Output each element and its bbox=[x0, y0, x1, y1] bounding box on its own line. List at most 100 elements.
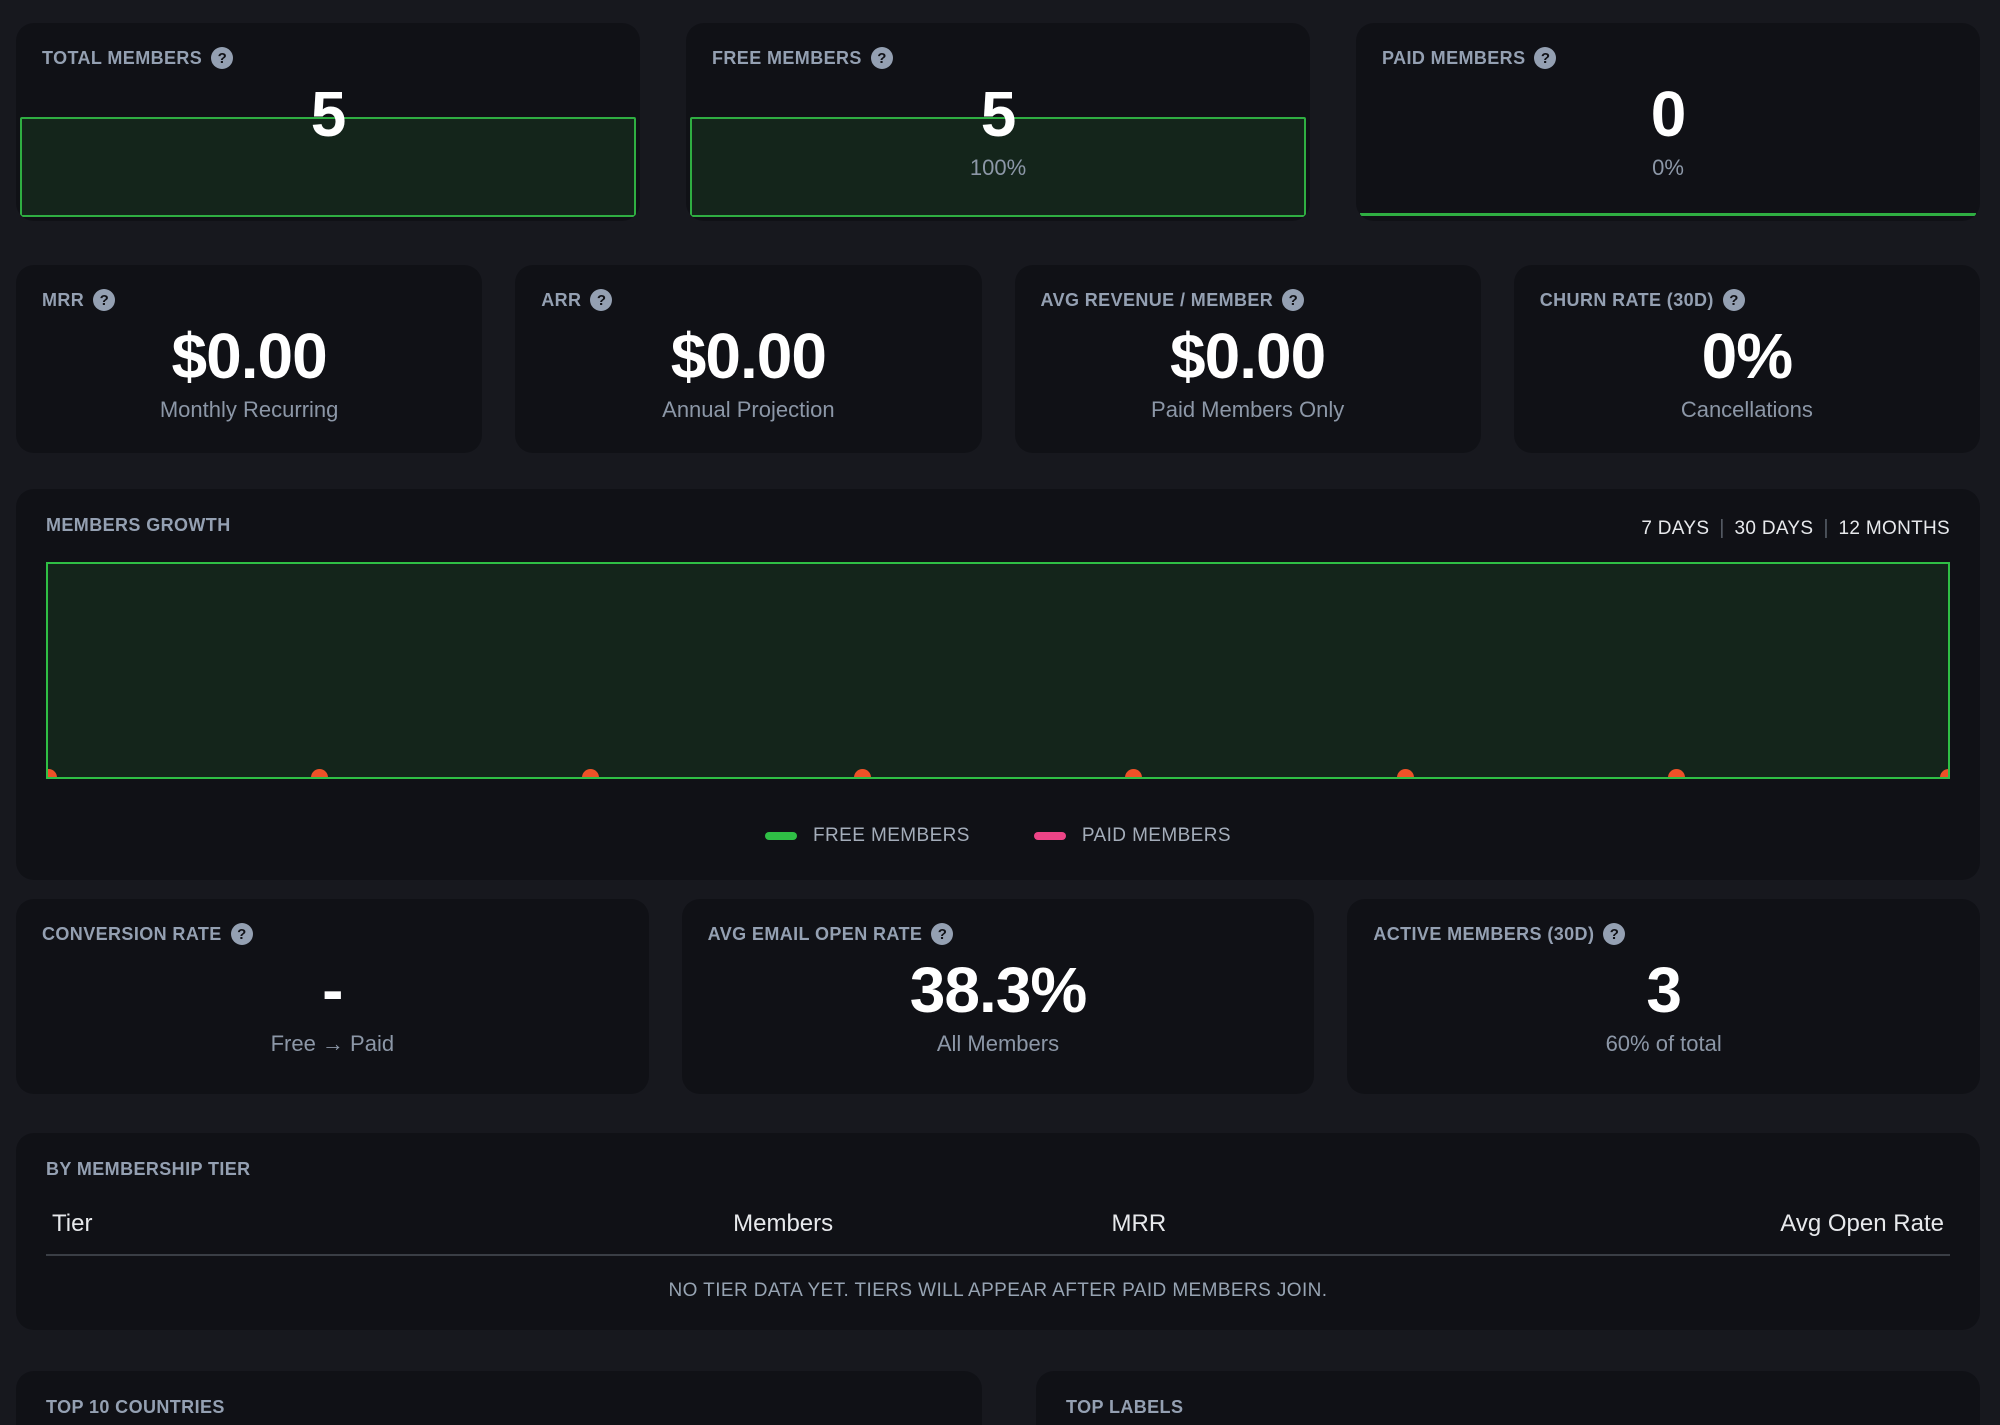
stat-label: MRR bbox=[42, 289, 85, 310]
column-header-avg-open-rate: Avg Open Rate bbox=[1780, 1210, 1944, 1237]
stat-label: TOTAL MEMBERS bbox=[42, 47, 203, 68]
help-icon[interactable]: ? bbox=[230, 923, 253, 945]
legend-item-free-members: FREE MEMBERS bbox=[765, 825, 970, 847]
help-icon[interactable]: ? bbox=[1282, 289, 1305, 311]
stat-card-avg-email-open-rate: AVG EMAIL OPEN RATE ? 38.3% All Members bbox=[681, 899, 1315, 1094]
stat-value: 0% bbox=[1701, 320, 1794, 392]
stat-label: AVG REVENUE / MEMBER bbox=[1040, 289, 1274, 310]
help-icon[interactable]: ? bbox=[1722, 289, 1745, 311]
stat-label: AVG EMAIL OPEN RATE bbox=[707, 923, 923, 944]
data-point-marker bbox=[1939, 769, 1948, 777]
help-icon[interactable]: ? bbox=[211, 47, 234, 69]
help-icon[interactable]: ? bbox=[1603, 923, 1626, 945]
growth-header: MEMBERS GROWTH 7 DAYS | 30 DAYS | 12 MON… bbox=[46, 515, 1950, 540]
stat-subtitle: 100% bbox=[969, 155, 1027, 181]
data-point-marker bbox=[1396, 769, 1414, 777]
stat-value: $0.00 bbox=[171, 320, 328, 392]
data-point-marker bbox=[1668, 769, 1686, 777]
tier-table-headers: Tier Members MRR Avg Open Rate bbox=[46, 1210, 1950, 1238]
legend-label: FREE MEMBERS bbox=[813, 825, 970, 846]
growth-area-chart[interactable] bbox=[46, 562, 1950, 779]
help-icon[interactable]: ? bbox=[590, 289, 613, 311]
bottom-panels: TOP 10 COUNTRIES TOP LABELS bbox=[16, 1371, 1980, 1425]
sparkline-area-chart bbox=[20, 117, 636, 217]
card-header: PAID MEMBERS ? bbox=[1382, 47, 1954, 69]
data-point-marker bbox=[582, 769, 600, 777]
stat-subtitle: Cancellations bbox=[1680, 397, 1813, 423]
column-header-members: Members bbox=[733, 1210, 834, 1237]
stat-label: CHURN RATE (30D) bbox=[1539, 289, 1714, 310]
tab-separator: | bbox=[1719, 517, 1725, 539]
card-header: FREE MEMBERS ? bbox=[712, 47, 1284, 69]
data-point-marker bbox=[853, 769, 871, 777]
stat-card-total-members: TOTAL MEMBERS ? 5 bbox=[16, 23, 640, 221]
stat-card-arr: ARR ? $0.00 Annual Projection bbox=[515, 265, 982, 453]
stat-label: ACTIVE MEMBERS (30D) bbox=[1373, 923, 1595, 944]
stat-subtitle: Annual Projection bbox=[662, 397, 835, 423]
data-point-marker bbox=[48, 769, 57, 777]
panel-title: MEMBERS GROWTH bbox=[46, 515, 231, 535]
stat-label: PAID MEMBERS bbox=[1382, 47, 1526, 68]
stat-value: 5 bbox=[310, 78, 347, 150]
stat-value: 5 bbox=[980, 78, 1017, 150]
stat-card-active-members: ACTIVE MEMBERS (30D) ? 3 60% of total bbox=[1347, 899, 1980, 1094]
top-labels-panel: TOP LABELS bbox=[1036, 1371, 1980, 1425]
stat-card-churn-rate: CHURN RATE (30D) ? 0% Cancellations bbox=[1513, 265, 1980, 453]
panel-title: BY MEMBERSHIP TIER bbox=[46, 1159, 251, 1179]
help-icon[interactable]: ? bbox=[931, 923, 954, 945]
tab-7-days[interactable]: 7 DAYS bbox=[1641, 517, 1710, 539]
tab-separator: | bbox=[1823, 517, 1829, 539]
card-header: ACTIVE MEMBERS (30D) ? bbox=[1373, 923, 1954, 945]
sparkline-area-chart bbox=[690, 117, 1306, 217]
stat-label: CONVERSION RATE bbox=[42, 923, 222, 944]
tab-30-days[interactable]: 30 DAYS bbox=[1734, 517, 1814, 539]
time-range-tabs: 7 DAYS | 30 DAYS | 12 MONTHS bbox=[1641, 517, 1950, 540]
legend-item-paid-members: PAID MEMBERS bbox=[1033, 825, 1231, 847]
stat-value: $0.00 bbox=[1170, 320, 1326, 392]
stat-label: FREE MEMBERS bbox=[712, 47, 862, 68]
card-header: CONVERSION RATE ? bbox=[42, 923, 623, 945]
stat-label: ARR bbox=[541, 289, 582, 310]
stat-card-avg-revenue-per-member: AVG REVENUE / MEMBER ? $0.00 Paid Member… bbox=[1014, 265, 1481, 453]
stat-value: 3 bbox=[1646, 954, 1682, 1026]
column-header-mrr: MRR bbox=[1111, 1210, 1167, 1237]
card-header: MRR ? bbox=[42, 289, 456, 311]
members-growth-panel: MEMBERS GROWTH 7 DAYS | 30 DAYS | 12 MON… bbox=[16, 489, 1980, 880]
data-point-marker bbox=[1125, 769, 1143, 777]
card-header: TOTAL MEMBERS ? bbox=[42, 47, 614, 69]
stat-value: - bbox=[322, 954, 343, 1026]
stat-subtitle: 0% bbox=[1652, 155, 1684, 181]
stats-row-revenue: MRR ? $0.00 Monthly Recurring ARR ? $0.0… bbox=[16, 265, 1980, 453]
chart-legend: FREE MEMBERS PAID MEMBERS bbox=[46, 825, 1950, 847]
stats-row-engagement: CONVERSION RATE ? - Free → Paid AVG EMAI… bbox=[16, 899, 1980, 1094]
card-header: CHURN RATE (30D) ? bbox=[1540, 289, 1954, 311]
table-divider bbox=[46, 1254, 1950, 1256]
tab-12-months[interactable]: 12 MONTHS bbox=[1838, 517, 1950, 539]
column-header-tier: Tier bbox=[52, 1210, 93, 1237]
stats-row-members: TOTAL MEMBERS ? 5 FREE MEMBERS ? 5 100% … bbox=[16, 23, 1980, 221]
stat-value: $0.00 bbox=[670, 320, 827, 392]
membership-tier-panel: BY MEMBERSHIP TIER Tier Members MRR Avg … bbox=[16, 1133, 1980, 1330]
panel-title: TOP LABELS bbox=[1066, 1397, 1184, 1417]
stat-value: 38.3% bbox=[909, 954, 1087, 1026]
help-icon[interactable]: ? bbox=[93, 289, 116, 311]
stat-subtitle: All Members bbox=[936, 1031, 1060, 1057]
card-header: AVG REVENUE / MEMBER ? bbox=[1041, 289, 1455, 311]
stat-subtitle: Free → Paid bbox=[270, 1031, 395, 1057]
stat-value: 0 bbox=[1650, 78, 1687, 150]
stat-subtitle: Monthly Recurring bbox=[159, 397, 339, 423]
stat-card-conversion-rate: CONVERSION RATE ? - Free → Paid bbox=[16, 899, 649, 1094]
sparkline-flat-line bbox=[1360, 213, 1976, 216]
help-icon[interactable]: ? bbox=[1534, 47, 1557, 69]
legend-label: PAID MEMBERS bbox=[1081, 825, 1231, 846]
stat-subtitle: 60% of total bbox=[1605, 1031, 1722, 1057]
panel-title: TOP 10 COUNTRIES bbox=[46, 1397, 225, 1417]
stat-card-free-members: FREE MEMBERS ? 5 100% bbox=[686, 23, 1310, 221]
tier-table-empty-state: NO TIER DATA YET. TIERS WILL APPEAR AFTE… bbox=[668, 1280, 1328, 1301]
card-header: AVG EMAIL OPEN RATE ? bbox=[708, 923, 1289, 945]
top-countries-panel: TOP 10 COUNTRIES bbox=[16, 1371, 982, 1425]
help-icon[interactable]: ? bbox=[870, 47, 893, 69]
data-point-marker bbox=[310, 769, 328, 777]
legend-swatch-pink bbox=[1033, 832, 1066, 840]
